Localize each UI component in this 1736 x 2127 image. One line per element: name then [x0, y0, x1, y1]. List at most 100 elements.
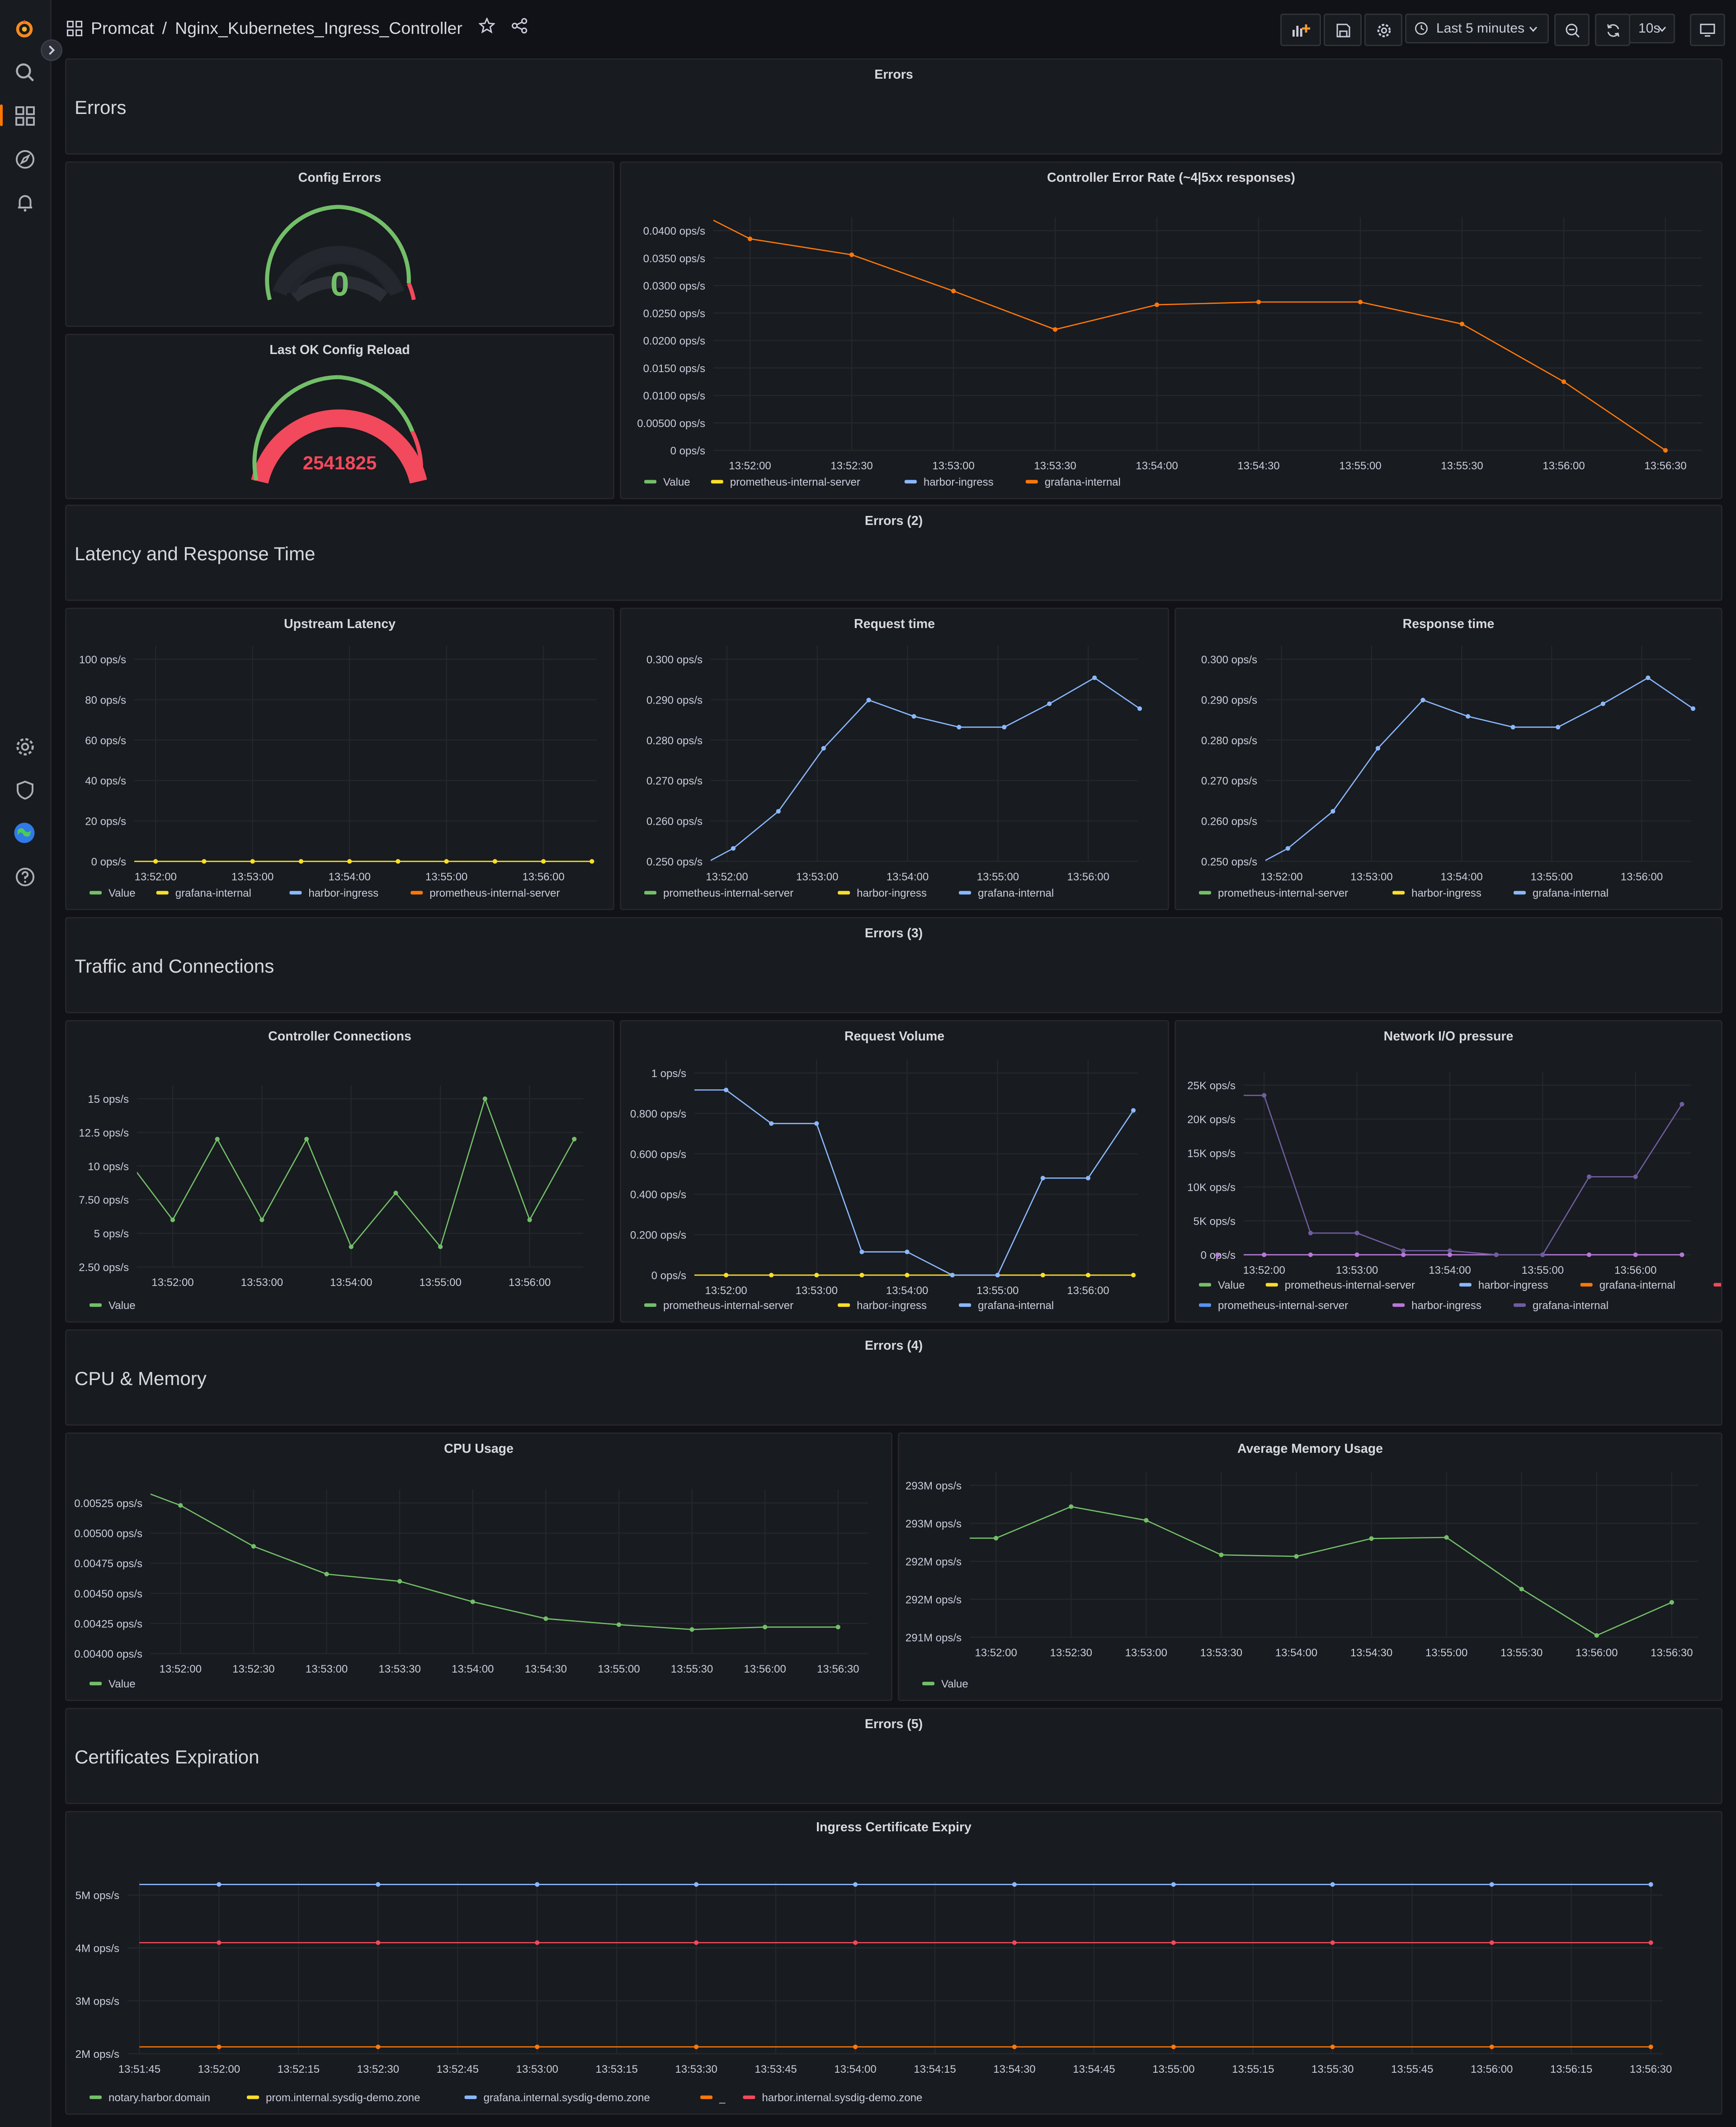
y-tick-label: 0.800 ops/s: [630, 1108, 686, 1120]
x-tick-label: 13:56:30: [1644, 460, 1686, 472]
refresh-interval-label: 10s: [1638, 21, 1661, 36]
data-point: [769, 1121, 774, 1126]
legend-item[interactable]: harbor-ingress: [1411, 1300, 1481, 1312]
explore-icon[interactable]: [12, 147, 37, 171]
legend-swatch: [922, 1682, 934, 1686]
server-admin-icon[interactable]: [12, 777, 37, 802]
x-tick-label: 13:55:30: [671, 1663, 713, 1675]
legend-item[interactable]: Value: [108, 1678, 136, 1690]
refresh-button[interactable]: [1595, 14, 1630, 46]
data-point: [1040, 1272, 1045, 1278]
legend-item[interactable]: harbor-ingress: [857, 887, 927, 899]
legend-item[interactable]: _: [719, 2092, 726, 2104]
legend-item[interactable]: harbor-ingress: [1411, 887, 1481, 899]
legend-swatch: [1392, 1303, 1405, 1307]
x-tick-label: 13:53:30: [1200, 1647, 1242, 1659]
legend-item[interactable]: grafana.internal.sysdig-demo.zone: [484, 2092, 650, 2104]
x-tick-label: 13:55:00: [977, 871, 1019, 883]
data-point: [905, 1249, 910, 1254]
dashboard-settings-button[interactable]: [1364, 14, 1402, 46]
data-point: [304, 1137, 309, 1142]
y-tick-label: 0.00500 ops/s: [74, 1528, 142, 1540]
x-tick-label: 13:56:00: [1614, 1264, 1656, 1276]
x-tick-label: 13:52:00: [160, 1663, 202, 1675]
x-tick-label: 13:54:15: [914, 2063, 956, 2075]
row-title: Certificates Expiration: [75, 1746, 259, 1768]
grafana-logo-icon[interactable]: [12, 16, 37, 41]
panel-upstream-latency: Upstream Latency 100 ops/s 80 ops/s 60 ops…: [65, 608, 614, 910]
x-tick-label: 13:52:30: [232, 1663, 274, 1675]
legend-item[interactable]: Value: [1218, 1279, 1245, 1291]
legend-item[interactable]: harbor.internal.sysdig-demo.zone: [762, 2092, 922, 2104]
share-icon[interactable]: [511, 18, 528, 38]
zoom-out-button[interactable]: [1554, 14, 1590, 46]
legend-item[interactable]: prometheus-internal-server: [1285, 1279, 1415, 1291]
legend-item[interactable]: harbor-ingress: [308, 887, 378, 899]
legend-item[interactable]: grafana-internal: [1045, 476, 1121, 488]
data-point: [950, 1272, 955, 1278]
legend-item[interactable]: prometheus-internal-server: [663, 1300, 793, 1312]
legend-item[interactable]: grafana-internal: [978, 887, 1054, 899]
data-point: [215, 1137, 220, 1142]
x-tick-label: 13:54:30: [993, 2063, 1035, 2075]
tv-mode-button[interactable]: [1690, 14, 1725, 46]
chevron-down-icon: [1658, 26, 1666, 32]
legend-item[interactable]: prometheus-internal-server: [429, 887, 560, 899]
x-tick-label: 13:55:00: [1152, 2063, 1194, 2075]
legend-item[interactable]: grafana-internal: [978, 1300, 1054, 1312]
configuration-icon[interactable]: [12, 734, 37, 758]
star-icon[interactable]: [478, 17, 496, 38]
legend-item[interactable]: harbor-ingress: [857, 1300, 927, 1312]
legend-item[interactable]: prom.internal.sysdig-demo.zone: [266, 2092, 420, 2104]
legend-item[interactable]: prometheus-internal-server: [663, 887, 793, 899]
legend-item[interactable]: prometheus-internal-server: [730, 476, 860, 488]
data-point: [689, 1627, 694, 1632]
legend-item[interactable]: notary.harbor.domain: [108, 2092, 210, 2104]
legend-item[interactable]: Value: [108, 1300, 136, 1312]
x-tick-label: 13:52:00: [706, 871, 748, 883]
data-point: [1052, 327, 1058, 332]
x-tick-label: 13:54:00: [330, 1276, 372, 1289]
data-point: [1040, 1176, 1045, 1181]
legend-item[interactable]: Value: [941, 1678, 968, 1690]
data-point: [859, 1249, 864, 1254]
y-tick-label: 0.00400 ops/s: [74, 1648, 142, 1660]
user-avatar[interactable]: [12, 821, 37, 845]
panel-title: Ingress Certificate Expiry: [816, 1820, 972, 1835]
legend-item[interactable]: grafana-internal: [1533, 1300, 1609, 1312]
help-icon[interactable]: [12, 864, 37, 889]
data-point: [866, 698, 871, 703]
breadcrumb-folder[interactable]: Promcat: [91, 18, 154, 38]
x-tick-label: 13:54:00: [452, 1663, 494, 1675]
data-point: [376, 1882, 381, 1887]
add-panel-button[interactable]: [1280, 14, 1321, 46]
legend-item[interactable]: Value: [663, 476, 690, 488]
y-tick-label: 0.0400 ops/s: [643, 225, 705, 237]
refresh-interval-picker[interactable]: 10s: [1629, 14, 1675, 43]
alerting-icon[interactable]: [12, 190, 37, 214]
legend-swatch: [1199, 1303, 1211, 1307]
data-point: [535, 2044, 540, 2049]
legend-item[interactable]: Value: [108, 887, 136, 899]
save-dashboard-button[interactable]: [1324, 14, 1362, 46]
panel-ingress-certificate-expiry: Ingress Certificate Expiry 5M ops/s 4M op…: [65, 1811, 1722, 2115]
network-io-chart: 25K ops/s 20K ops/s 15K ops/s 10K ops/s 5K o…: [1187, 1072, 1721, 1312]
legend-swatch: [1713, 1283, 1721, 1287]
legend-item[interactable]: prometheus-internal-server: [1218, 887, 1348, 899]
search-icon[interactable]: [12, 60, 37, 84]
dashboard-title[interactable]: Nginx_Kubernetes_Ingress_Controller: [175, 18, 462, 38]
data-point: [1444, 1535, 1449, 1540]
legend-item[interactable]: grafana-internal: [1599, 1279, 1675, 1291]
legend-item[interactable]: harbor-ingress: [924, 476, 994, 488]
legend-item[interactable]: grafana-internal: [175, 887, 251, 899]
y-tick-label: 0.600 ops/s: [630, 1149, 686, 1161]
legend-item[interactable]: prometheus-internal-server: [1218, 1300, 1348, 1312]
dashboards-icon[interactable]: [12, 103, 37, 128]
x-tick-label: 13:54:00: [886, 1285, 928, 1297]
time-range-picker[interactable]: Last 5 minutes: [1405, 14, 1549, 43]
x-tick-label: 13:52:00: [1260, 871, 1302, 883]
legend-item[interactable]: grafana-internal: [1533, 887, 1609, 899]
legend-item[interactable]: harbor-ingress: [1478, 1279, 1548, 1291]
y-tick-label: 0.400 ops/s: [630, 1189, 686, 1201]
expand-sidebar-button[interactable]: [41, 39, 62, 61]
